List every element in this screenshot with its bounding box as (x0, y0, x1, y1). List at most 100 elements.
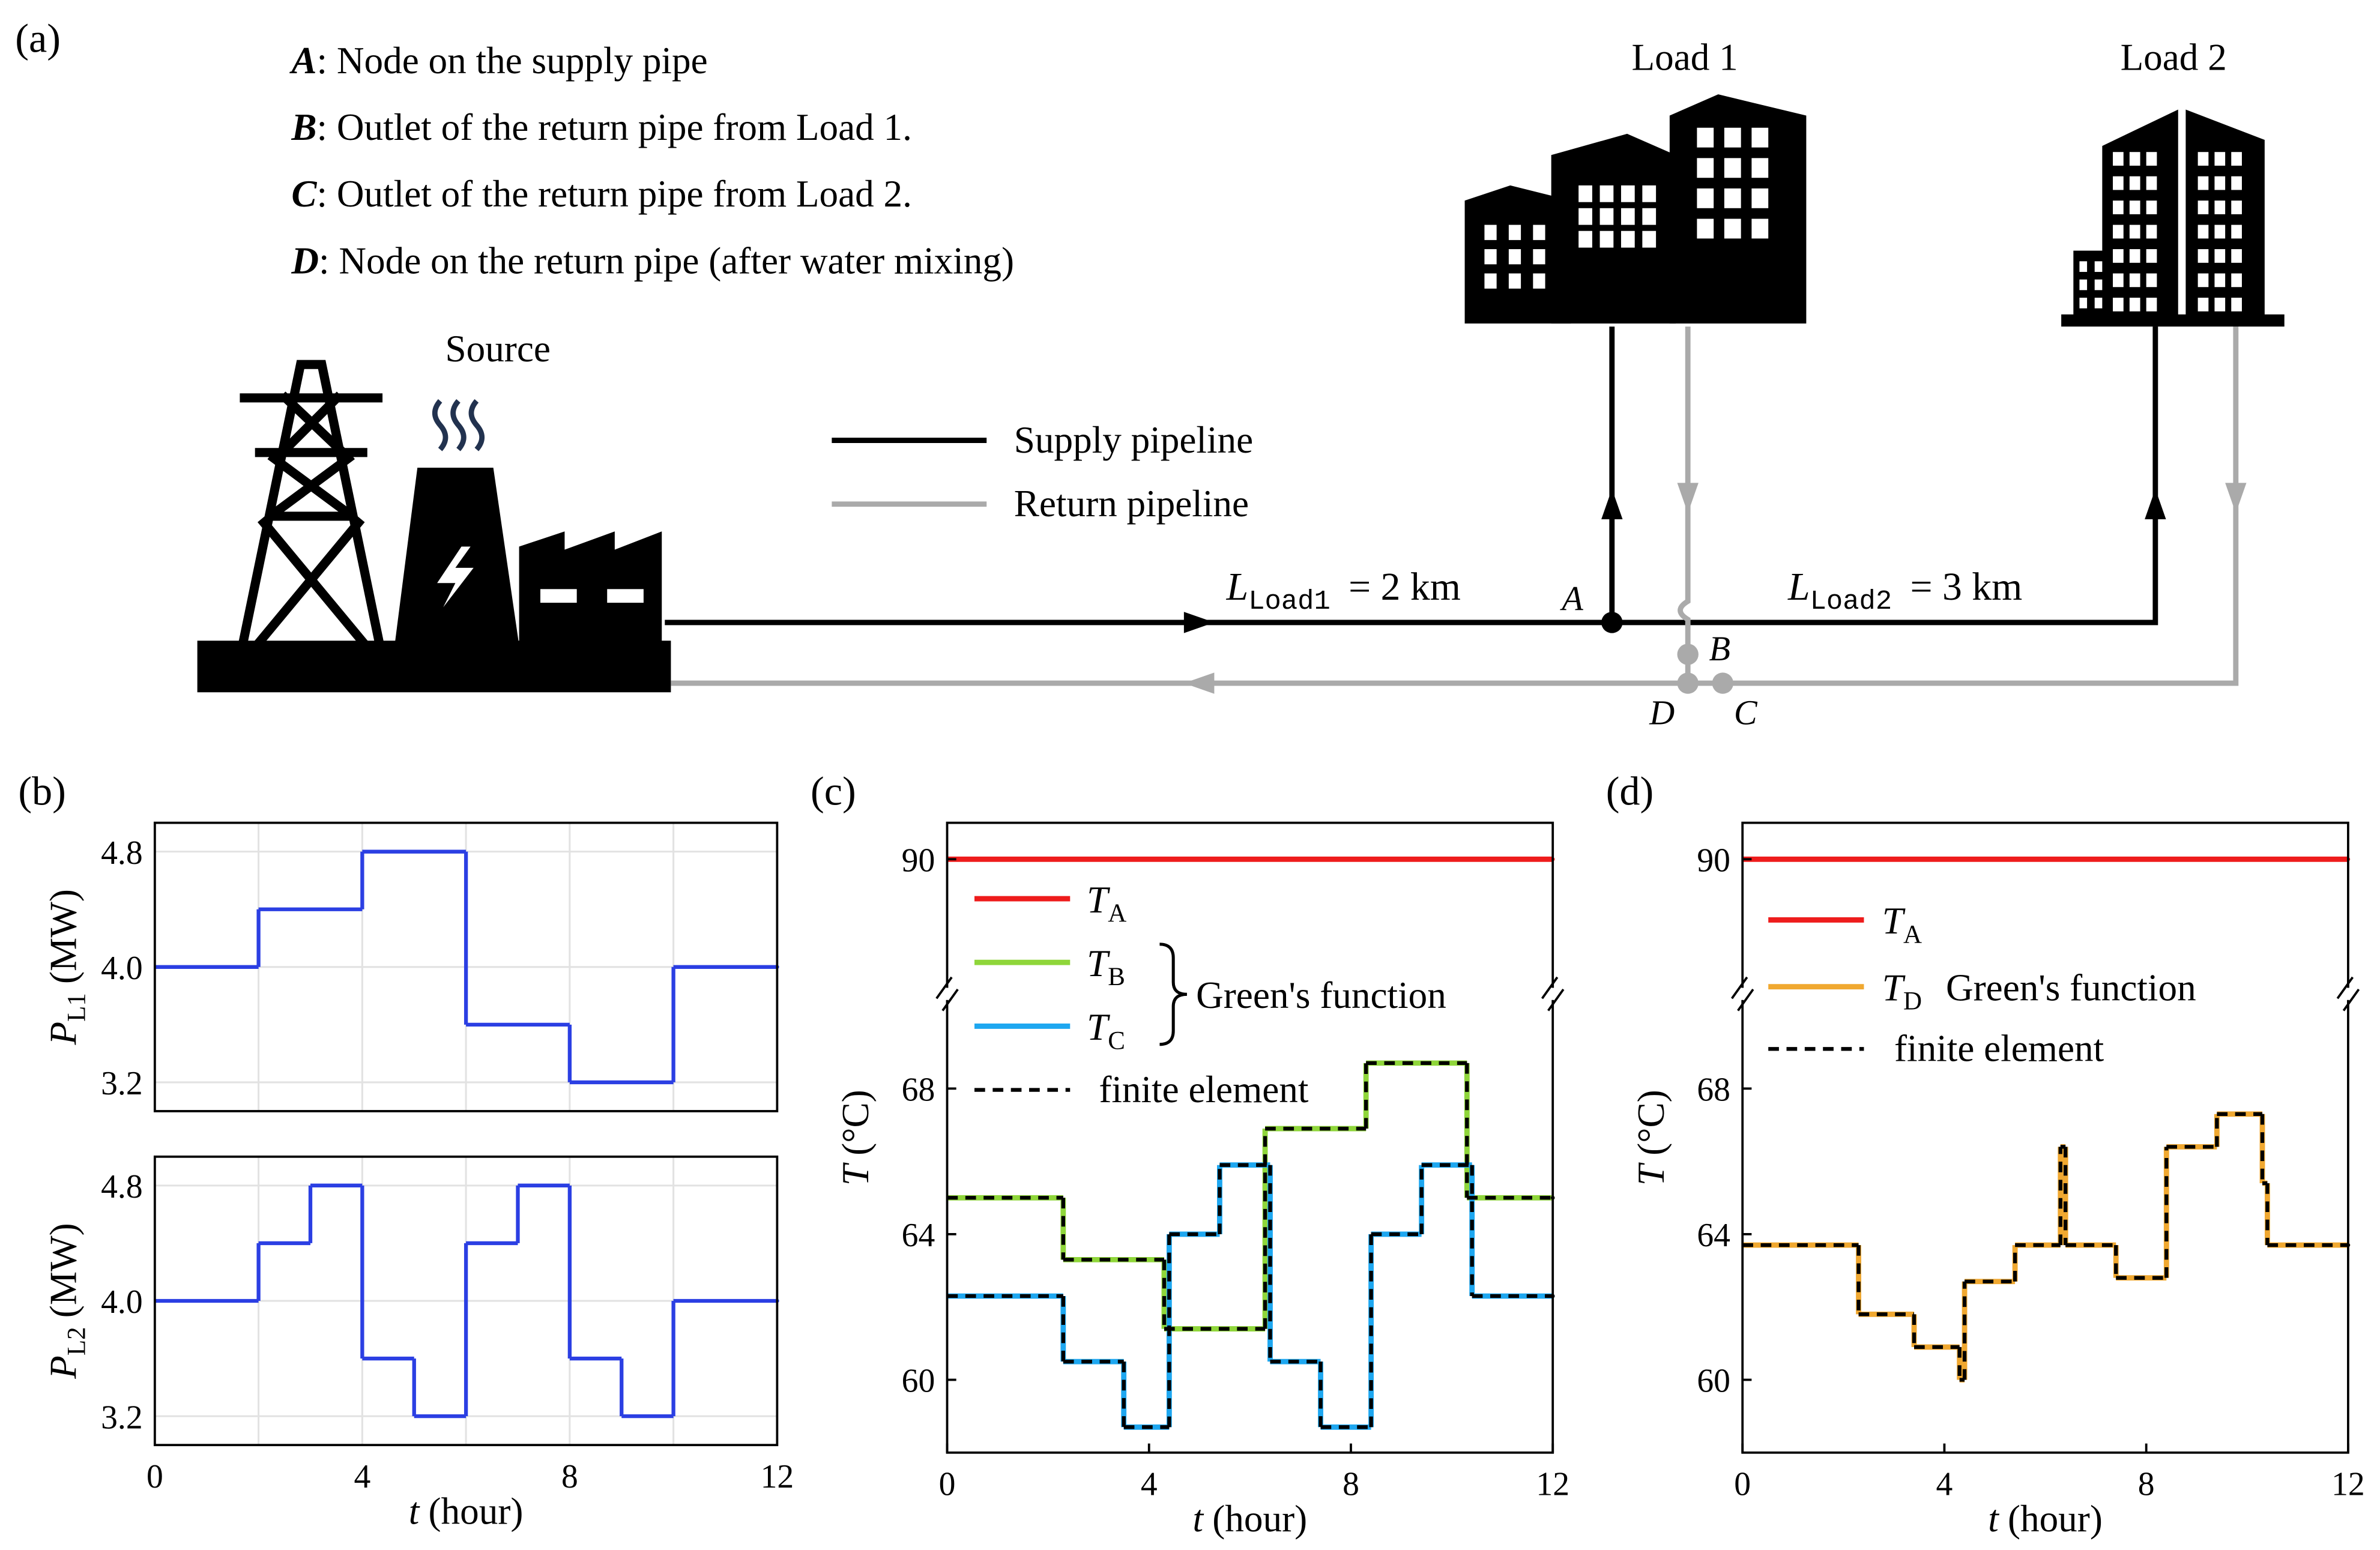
y-axis-label: T (°C) (1630, 1090, 1672, 1186)
plant-base (197, 641, 671, 693)
x-tick-label: 0 (939, 1466, 956, 1503)
axis-break-gap (2342, 988, 2355, 1000)
flow-arrow (1677, 483, 1699, 513)
note: B: Outlet of the return pipe from Load 1… (291, 106, 912, 148)
length-symbol: L (1226, 565, 1249, 609)
x-axis-label: t (hour) (1193, 1498, 1308, 1540)
steam (432, 399, 485, 451)
window (1642, 185, 1657, 202)
x-axis-label: t (hour) (409, 1491, 524, 1533)
label-unit: (hour) (2008, 1498, 2103, 1540)
y-tick-label: 64 (1697, 1217, 1730, 1254)
panel-label: (c) (811, 768, 856, 813)
window (2113, 176, 2124, 190)
legend-label: finite element (1894, 1028, 2104, 1070)
note: A: Node on the supply pipe (289, 40, 707, 82)
window (1620, 185, 1635, 202)
axis-break-mark (1730, 976, 1748, 1000)
window (1751, 127, 1769, 148)
x-tick-label: 4 (1141, 1466, 1158, 1503)
legend-label: TC (1087, 1006, 1125, 1055)
window (2197, 297, 2209, 312)
plot-frame (946, 821, 1554, 1454)
label-symbol: T (835, 1162, 877, 1186)
window (1484, 249, 1497, 265)
x-tick-label: 12 (2331, 1466, 2365, 1503)
length-subscript: Load2 (1810, 586, 1892, 617)
window (2231, 273, 2242, 288)
note: C: Outlet of the return pipe from Load 2… (291, 173, 912, 215)
factory-window (607, 589, 644, 603)
steam-wave (450, 399, 467, 451)
x-tick-label: 0 (146, 1458, 163, 1495)
label-subscript: L1 (63, 993, 91, 1022)
x-axis-label: t (hour) (1988, 1498, 2103, 1540)
label-unit: (hour) (429, 1491, 524, 1533)
node-label: A (1559, 579, 1583, 618)
label-subscript: L2 (63, 1327, 91, 1355)
window (2197, 152, 2209, 166)
label-unit: (hour) (1212, 1498, 1307, 1540)
window (2214, 201, 2226, 214)
note-key: A (289, 40, 316, 82)
window (1697, 219, 1714, 239)
label-unit: (°C) (1630, 1090, 1672, 1156)
label-symbol: T (1087, 1006, 1110, 1048)
window (2231, 297, 2242, 312)
axis-break-mark (941, 988, 959, 1012)
group-label: Green's function (1196, 974, 1446, 1016)
window (2079, 261, 2088, 272)
load-label: Load 2 (2121, 37, 2227, 79)
window (1642, 231, 1657, 248)
window (2197, 249, 2209, 263)
note-text: : Node on the return pipe (after water m… (319, 240, 1014, 282)
label-subscript: B (1108, 963, 1125, 991)
x-tick-label: 4 (354, 1458, 370, 1495)
label-symbol: T (1882, 966, 1906, 1009)
windows (1484, 127, 2242, 312)
window (1724, 127, 1741, 148)
window (1724, 158, 1741, 178)
label-unit: (MW) (42, 1223, 84, 1318)
label-symbol: T (1087, 942, 1110, 985)
x-tick-label: 0 (1734, 1466, 1751, 1503)
window (2231, 176, 2242, 190)
flow-arrow (2225, 483, 2247, 513)
legend-label: Return pipeline (1014, 483, 1249, 525)
window (2079, 279, 2088, 291)
window (2231, 225, 2242, 239)
axis-break-mark (1547, 988, 1565, 1012)
node-label: B (1709, 629, 1731, 668)
y-axis-label: T (°C) (835, 1090, 877, 1186)
window (2197, 176, 2209, 190)
legend-label: TD (1882, 966, 1922, 1015)
window (1620, 208, 1635, 225)
axis-break-mark (2336, 976, 2354, 1000)
y-tick-label: 4.0 (101, 950, 143, 987)
label-unit: (MW) (42, 889, 84, 984)
chart: 3.2 4.0 4.8 (b) PL1 (MW) (18, 768, 779, 1112)
steam-wave (468, 399, 485, 451)
diagram: (a) A: Node on the supply pipe B: Outlet… (15, 15, 2285, 732)
window (2113, 225, 2124, 239)
window (2113, 297, 2124, 312)
building (1669, 94, 1807, 324)
tower-legs (238, 360, 384, 645)
y-tick-label: 60 (902, 1363, 935, 1400)
flow-arrow (2145, 489, 2166, 520)
window (2197, 201, 2209, 214)
window (1578, 208, 1592, 225)
window (1508, 225, 1521, 240)
load-label: Load 1 (1632, 37, 1738, 79)
flow-arrow (1183, 612, 1215, 633)
window (2113, 201, 2124, 214)
window (1508, 273, 1521, 289)
window (1697, 127, 1714, 148)
y-tick-label: 4.8 (101, 1168, 143, 1205)
node (1712, 672, 1734, 694)
window (2146, 297, 2157, 312)
axis-break-mark (1737, 988, 1754, 1012)
label-symbol: P (42, 1355, 84, 1380)
window (2079, 297, 2088, 309)
